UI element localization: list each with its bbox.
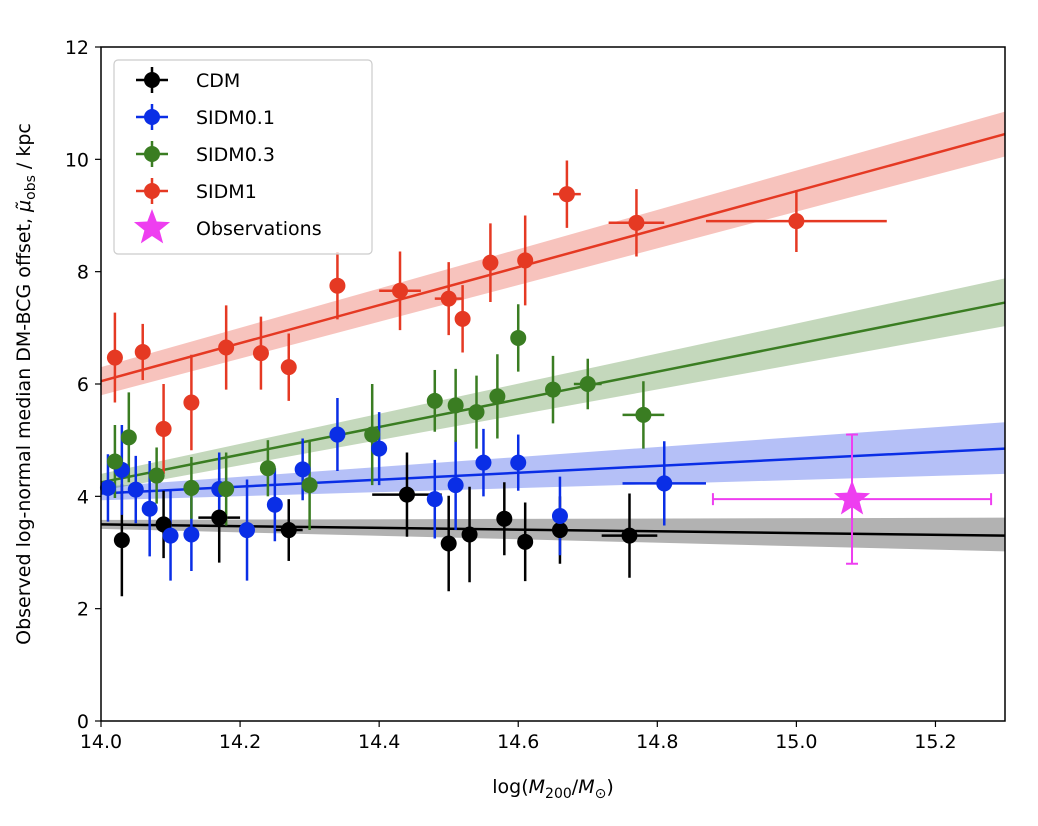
y-tick-label-4: 8 xyxy=(77,262,89,284)
sidm0-1-point-8 xyxy=(266,496,283,513)
sidm0-1-point-7 xyxy=(239,522,256,539)
observation-star-icon xyxy=(833,480,871,515)
legend-sidm0-1-marker xyxy=(144,109,160,125)
sidm1-point-8 xyxy=(392,282,409,299)
sidm0-1-point-10 xyxy=(329,426,346,443)
legend-label-sidm0-3: SIDM0.3 xyxy=(196,144,275,166)
sidm1-point-12 xyxy=(517,252,534,269)
sidm1-point-5 xyxy=(252,345,269,362)
x-tick-label-0: 14.0 xyxy=(80,731,122,753)
y-tick-label-1: 2 xyxy=(77,599,89,621)
sidm0-3-point-4 xyxy=(218,481,235,498)
sidm0-3-point-7 xyxy=(364,426,381,443)
sidm1-point-2 xyxy=(155,420,172,437)
x-tick-label-5: 15.0 xyxy=(775,731,817,753)
cdm-point-4 xyxy=(398,486,415,503)
legend-cdm-marker xyxy=(144,72,160,88)
sidm1-point-7 xyxy=(329,277,346,294)
sidm0-1-fit-line xyxy=(100,447,1006,495)
sidm0-3-point-8 xyxy=(426,392,443,409)
legend-sidm0-3-marker xyxy=(144,146,160,162)
sidm0-1-point-17 xyxy=(656,475,673,492)
cdm-point-6 xyxy=(461,526,478,543)
y-axis-ticks: 0 2 4 6 8 10 12 xyxy=(65,37,101,733)
cdm-point-5 xyxy=(440,535,457,552)
x-tick-label-3: 14.6 xyxy=(497,731,539,753)
legend-label-cdm: CDM xyxy=(196,70,240,92)
sidm0-3-point-5 xyxy=(259,460,276,477)
x-tick-label-4: 14.8 xyxy=(636,731,678,753)
legend-box xyxy=(113,59,373,255)
sidm0-1-point-5 xyxy=(183,526,200,543)
sidm0-3-point-15 xyxy=(635,406,652,423)
sidm1-point-9 xyxy=(440,290,457,307)
sidm0-1-point-16 xyxy=(551,507,568,524)
sidm0-3-point-12 xyxy=(510,329,527,346)
cdm-point-7 xyxy=(496,510,513,527)
sidm0-1-point-13 xyxy=(447,477,464,494)
sidm1-point-11 xyxy=(482,254,499,271)
sidm0-3-point-0 xyxy=(106,453,123,470)
sidm0-3-point-14 xyxy=(579,376,596,392)
y-tick-label-2: 4 xyxy=(77,486,89,508)
legend-sidm1-marker xyxy=(144,183,160,199)
sidm1-point-10 xyxy=(454,310,471,327)
sidm0-3-point-3 xyxy=(183,479,200,496)
cdm-point-2 xyxy=(211,509,228,526)
sidm0-3-point-2 xyxy=(148,467,165,484)
sidm1-point-1 xyxy=(134,343,151,360)
sidm0-1-point-3 xyxy=(141,500,158,517)
cdm-point-8 xyxy=(517,533,534,550)
sidm1-point-15 xyxy=(788,213,805,230)
sidm1-point-3 xyxy=(183,394,200,411)
legend-label-observations: Observations xyxy=(196,218,322,240)
sidm0-3-point-9 xyxy=(447,397,464,414)
cdm-point-0 xyxy=(113,532,130,549)
y-tick-label-0: 0 xyxy=(77,711,89,733)
sidm0-3-point-1 xyxy=(120,429,137,446)
sidm1-fit-band xyxy=(101,111,1005,396)
sidm0-1-point-12 xyxy=(426,491,443,508)
x-tick-label-6: 15.2 xyxy=(914,731,956,753)
legend: CDM SIDM0.1 SIDM0.3 SIDM1 Observations xyxy=(113,59,373,255)
cdm-point-9 xyxy=(551,522,568,539)
y-tick-label-3: 6 xyxy=(77,374,89,396)
legend-label-sidm1: SIDM1 xyxy=(196,181,257,203)
sidm1-fit-line xyxy=(100,132,1006,383)
y-tick-label-5: 10 xyxy=(65,149,89,171)
x-tick-label-2: 14.4 xyxy=(358,731,400,753)
x-axis-ticks: 14.0 14.2 14.4 14.6 14.8 15.0 15.2 xyxy=(80,721,957,753)
sidm0-3-point-11 xyxy=(489,388,506,405)
sidm1-point-4 xyxy=(218,339,235,356)
sidm0-3-point-13 xyxy=(545,381,561,398)
sidm1-point-6 xyxy=(280,359,297,376)
x-tick-label-1: 14.2 xyxy=(219,731,261,753)
cdm-point-3 xyxy=(280,522,297,539)
sidm0-1-point-2 xyxy=(127,481,144,498)
sidm0-1-point-14 xyxy=(475,454,492,471)
sidm0-1-point-0 xyxy=(99,479,116,496)
data-points xyxy=(99,186,805,552)
sidm1-point-13 xyxy=(558,186,575,203)
sidm0-3-point-6 xyxy=(301,477,318,494)
sidm1-point-0 xyxy=(106,349,123,366)
sidm0-3-point-10 xyxy=(468,404,485,421)
sidm0-1-point-15 xyxy=(510,454,527,471)
sidm0-1-fit-band xyxy=(101,422,1005,501)
sidm0-1-point-9 xyxy=(294,461,311,478)
observation-marker xyxy=(711,433,993,565)
legend-label-sidm0-1: SIDM0.1 xyxy=(196,107,275,129)
sidm1-point-14 xyxy=(628,214,645,231)
sidm0-1-point-4 xyxy=(162,527,179,544)
y-axis-label: Observed log-normal median DM-BCG offset… xyxy=(13,123,39,645)
sidm0-1-point-11 xyxy=(371,440,388,457)
x-axis-label: log(M200/M⊙) xyxy=(492,776,614,802)
legend-star-icon xyxy=(133,209,171,244)
y-tick-label-6: 12 xyxy=(65,37,89,59)
cdm-point-10 xyxy=(621,527,638,544)
